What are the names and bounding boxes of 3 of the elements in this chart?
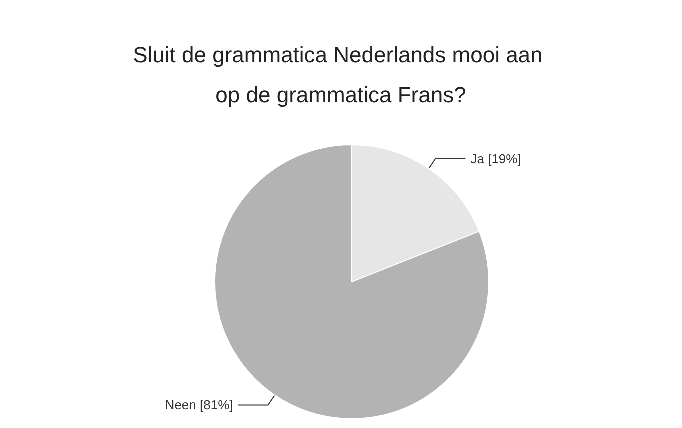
slice-label: Neen [81%]	[165, 398, 234, 413]
chart-title: Sluit de grammatica Nederlands mooi aan op de grammatica Frans?	[133, 42, 549, 108]
slice-label: Ja [19%]	[470, 151, 522, 166]
